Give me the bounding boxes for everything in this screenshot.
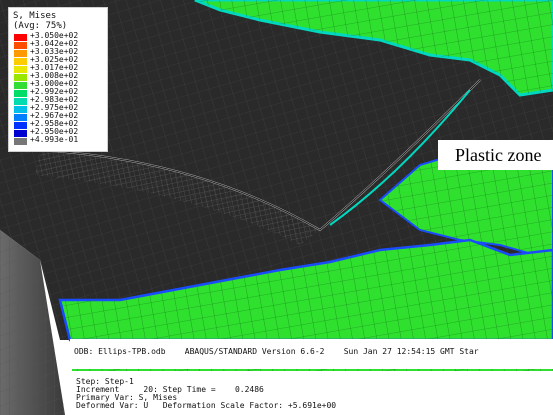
- legend-value: +3.042e+02: [30, 39, 79, 48]
- plastic-region-bottom-grid: [60, 240, 553, 340]
- legend-value: +3.025e+02: [30, 55, 79, 64]
- primary-variable: Primary Var: S, Mises: [76, 393, 178, 402]
- legend-value: +2.992e+02: [30, 87, 79, 96]
- legend-swatch: [14, 106, 27, 113]
- legend-swatch: [14, 98, 27, 105]
- legend-value: +2.975e+02: [30, 103, 79, 112]
- legend-swatch: [14, 122, 27, 129]
- legend-labels: +3.050e+02 +3.042e+02 +3.033e+02 +3.025e+02…: [30, 32, 78, 144]
- legend-value: +2.958e+02: [30, 119, 79, 128]
- plastic-zone-label: Plastic zone: [438, 140, 553, 170]
- legend-value: +3.033e+02: [30, 47, 79, 56]
- odb-info-bar: ODB: Ellips-TPB.odb ABAQUS/STANDARD Vers…: [70, 339, 553, 369]
- contour-legend: S, Mises (Avg: 75%) +3.050e+02 +3.042e+02…: [8, 7, 108, 152]
- legend-swatch: [14, 50, 27, 57]
- legend-swatch: [14, 58, 27, 65]
- deformed-variable: Deformed Var: U Deformation Scale Factor…: [76, 401, 337, 410]
- legend-value: +3.000e+02: [30, 79, 79, 88]
- mesh-side-face-grid: [0, 230, 65, 415]
- legend-title: S, Mises: [13, 11, 57, 21]
- legend-swatch: [14, 82, 27, 89]
- odb-info-text: ODB: Ellips-TPB.odb ABAQUS/STANDARD Vers…: [74, 347, 479, 356]
- legend-value: +2.967e+02: [30, 111, 79, 120]
- legend-value: +2.983e+02: [30, 95, 79, 104]
- crack-fine-mesh: [35, 150, 320, 245]
- step-increment: Increment 20: Step Time = 0.2486: [76, 385, 264, 394]
- plastic-region-mid-grid: [380, 150, 553, 260]
- plastic-region-top-grid: [195, 0, 553, 95]
- legend-swatch: [14, 34, 27, 41]
- legend-value: +3.008e+02: [30, 71, 79, 80]
- legend-swatch: [14, 114, 27, 121]
- legend-subtitle: (Avg: 75%): [13, 21, 68, 31]
- contour-edge: [329, 89, 471, 226]
- legend-swatch: [14, 90, 27, 97]
- legend-swatch: [14, 130, 27, 137]
- legend-value: +3.017e+02: [30, 63, 79, 72]
- step-name: Step: Step-1: [76, 377, 134, 386]
- legend-swatch: [14, 42, 27, 49]
- step-info-block: Step: Step-1 Increment 20: Step Time = 0…: [70, 371, 553, 415]
- legend-swatches: [14, 34, 28, 146]
- legend-value: +2.950e+02: [30, 127, 79, 136]
- legend-swatch: [14, 138, 27, 145]
- legend-value: +3.050e+02: [30, 31, 79, 40]
- legend-swatch: [14, 74, 27, 81]
- legend-swatch: [14, 66, 27, 73]
- legend-value: +4.993e-01: [30, 135, 79, 144]
